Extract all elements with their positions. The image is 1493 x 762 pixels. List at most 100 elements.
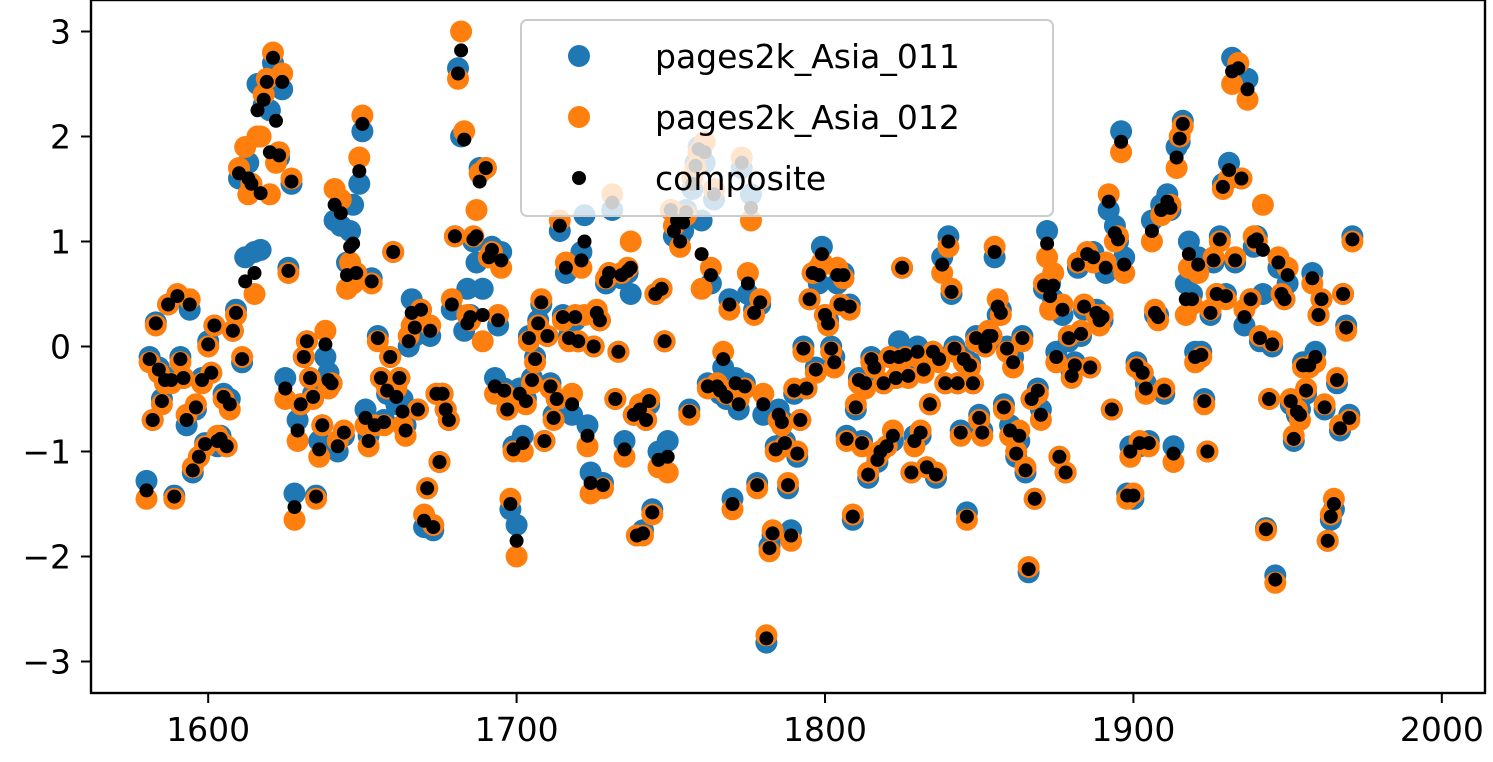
- data-point: [287, 500, 302, 515]
- data-point: [558, 260, 573, 275]
- data-point: [349, 266, 364, 280]
- data-point: [465, 199, 488, 221]
- data-point: [471, 277, 494, 300]
- legend-label: pages2k_Asia_012: [655, 98, 960, 137]
- data-point: [201, 337, 216, 352]
- data-point: [1083, 360, 1098, 375]
- data-point: [1200, 444, 1215, 459]
- data-point: [272, 148, 287, 163]
- data-point: [879, 439, 894, 454]
- data-point: [1040, 236, 1055, 251]
- data-point: [309, 489, 324, 504]
- data-point: [814, 247, 829, 262]
- data-point: [694, 247, 709, 262]
- data-point: [450, 20, 473, 43]
- data-point: [867, 360, 882, 375]
- data-point: [950, 376, 965, 391]
- data-point: [576, 435, 599, 458]
- data-point: [941, 234, 956, 249]
- data-point: [821, 316, 836, 331]
- data-point: [420, 481, 435, 496]
- data-point: [503, 497, 518, 511]
- data-point: [1333, 421, 1347, 436]
- data-point: [1314, 292, 1329, 307]
- data-point: [781, 478, 795, 493]
- data-point: [1231, 61, 1246, 76]
- data-point: [505, 545, 528, 568]
- data-point: [235, 352, 250, 367]
- data-point: [654, 281, 669, 296]
- data-point: [774, 415, 789, 430]
- data-point: [842, 299, 857, 314]
- data-point: [959, 509, 974, 524]
- data-point: [244, 176, 259, 191]
- data-point: [401, 334, 416, 349]
- data-point: [1286, 431, 1301, 446]
- data-point: [1169, 150, 1184, 165]
- data-point: [348, 146, 371, 169]
- data-point: [151, 362, 166, 377]
- data-point: [154, 394, 169, 409]
- data-point: [922, 397, 937, 412]
- y-tick-label: 1: [50, 223, 71, 262]
- data-point: [592, 313, 607, 328]
- data-point: [383, 350, 398, 364]
- data-point: [736, 262, 759, 284]
- data-point: [283, 508, 306, 531]
- data-point: [1320, 533, 1335, 548]
- data-point: [275, 74, 290, 89]
- data-point: [1342, 410, 1357, 425]
- y-tick-label: −3: [22, 643, 71, 682]
- data-point: [438, 402, 453, 417]
- data-point: [1043, 289, 1058, 304]
- data-point: [1175, 116, 1190, 131]
- data-point: [811, 268, 826, 283]
- data-point: [611, 344, 626, 359]
- data-point: [543, 379, 558, 394]
- data-point: [737, 379, 752, 394]
- data-point: [207, 318, 222, 333]
- data-point: [824, 341, 839, 356]
- data-point: [1206, 253, 1221, 268]
- data-point: [509, 533, 524, 548]
- data-point: [253, 186, 268, 201]
- data-point: [682, 404, 697, 419]
- data-point: [993, 305, 1008, 320]
- data-point: [645, 505, 660, 520]
- data-point: [1138, 381, 1153, 396]
- data-point: [839, 431, 854, 446]
- data-point: [346, 236, 361, 251]
- legend-label: composite: [655, 159, 826, 198]
- y-tick-label: 0: [50, 328, 71, 367]
- data-point: [426, 520, 441, 535]
- data-point: [364, 274, 379, 289]
- data-point: [518, 394, 533, 409]
- data-point: [249, 125, 272, 148]
- data-point: [179, 413, 194, 427]
- data-point: [1283, 394, 1298, 409]
- data-point: [719, 389, 734, 404]
- data-point: [407, 320, 422, 335]
- legend-marker: [568, 106, 590, 128]
- data-point: [793, 413, 808, 427]
- data-point: [1074, 326, 1088, 341]
- data-point: [619, 230, 642, 253]
- data-point: [1191, 257, 1206, 272]
- data-point: [148, 316, 163, 331]
- data-point: [1030, 383, 1045, 398]
- data-point: [386, 245, 401, 259]
- data-point: [690, 277, 713, 300]
- data-point: [1172, 131, 1187, 146]
- data-point: [1222, 163, 1236, 178]
- data-point: [1326, 497, 1341, 511]
- data-point: [198, 437, 213, 452]
- data-point: [1067, 358, 1082, 373]
- data-point: [666, 224, 681, 238]
- data-point: [191, 449, 206, 464]
- data-point: [515, 436, 530, 451]
- data-point: [395, 404, 410, 419]
- data-point: [802, 292, 817, 307]
- data-point: [1086, 250, 1101, 265]
- data-point: [185, 463, 200, 478]
- data-point: [1015, 331, 1030, 346]
